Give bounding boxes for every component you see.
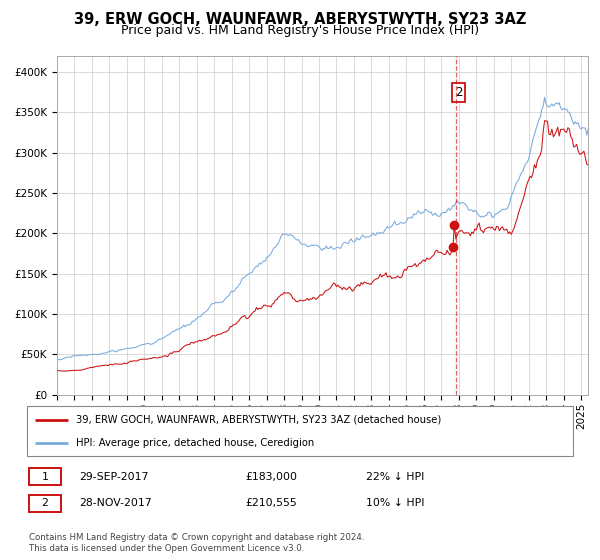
Text: This data is licensed under the Open Government Licence v3.0.: This data is licensed under the Open Gov… xyxy=(29,544,304,553)
Bar xyxy=(29,468,61,486)
Text: Price paid vs. HM Land Registry's House Price Index (HPI): Price paid vs. HM Land Registry's House … xyxy=(121,24,479,37)
Text: 29-SEP-2017: 29-SEP-2017 xyxy=(79,472,148,482)
Text: Contains HM Land Registry data © Crown copyright and database right 2024.: Contains HM Land Registry data © Crown c… xyxy=(29,533,364,542)
Text: 2: 2 xyxy=(41,498,49,508)
Text: 28-NOV-2017: 28-NOV-2017 xyxy=(79,498,151,508)
Text: £210,555: £210,555 xyxy=(245,498,297,508)
Text: 22% ↓ HPI: 22% ↓ HPI xyxy=(365,472,424,482)
Text: 1: 1 xyxy=(41,472,49,482)
Text: HPI: Average price, detached house, Ceredigion: HPI: Average price, detached house, Cere… xyxy=(76,438,314,448)
Text: 10% ↓ HPI: 10% ↓ HPI xyxy=(365,498,424,508)
Text: 39, ERW GOCH, WAUNFAWR, ABERYSTWYTH, SY23 3AZ (detached house): 39, ERW GOCH, WAUNFAWR, ABERYSTWYTH, SY2… xyxy=(76,414,442,424)
Text: 39, ERW GOCH, WAUNFAWR, ABERYSTWYTH, SY23 3AZ: 39, ERW GOCH, WAUNFAWR, ABERYSTWYTH, SY2… xyxy=(74,12,526,27)
Text: 2: 2 xyxy=(455,86,462,99)
Text: £183,000: £183,000 xyxy=(245,472,298,482)
Bar xyxy=(29,494,61,512)
